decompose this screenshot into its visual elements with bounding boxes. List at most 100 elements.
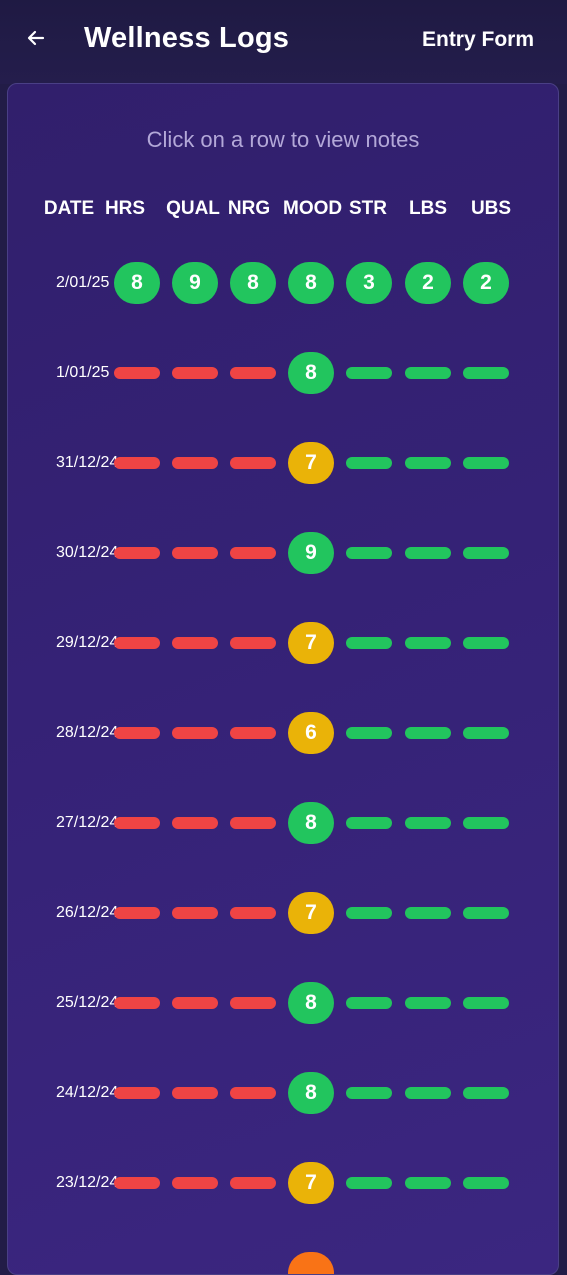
nrg-empty-indicator [230,367,276,379]
str-empty-indicator [346,637,392,649]
ubs-empty-indicator [463,457,509,469]
qual-empty-indicator [172,997,218,1009]
lbs-empty-indicator [405,1177,451,1189]
nrg-empty-indicator [230,727,276,739]
mood-score-badge: 8 [288,1072,334,1114]
ubs-empty-indicator [463,1087,509,1099]
row-date: 31/12/24 [56,454,119,471]
column-header-ubs: UBS [470,198,512,219]
hrs-empty-indicator [114,457,160,469]
mood-score-badge: 8 [288,982,334,1024]
nrg-empty-indicator [230,457,276,469]
mood-score-badge: 8 [288,262,334,304]
table-row[interactable]: 25/12/24 8 [8,968,558,1038]
lbs-empty-indicator [405,727,451,739]
column-header-date: DATE [43,198,95,219]
hrs-score-badge: 8 [114,262,160,304]
entry-form-button[interactable]: Entry Form [421,28,534,51]
qual-empty-indicator [172,367,218,379]
lbs-empty-indicator [405,457,451,469]
hrs-empty-indicator [114,1087,160,1099]
nrg-empty-indicator [230,1087,276,1099]
page-title: Wellness Logs [84,22,290,54]
mood-score-badge: 8 [288,802,334,844]
column-header-mood: MOOD [283,198,343,219]
str-empty-indicator [346,907,392,919]
mood-score-badge: 7 [288,892,334,934]
lbs-empty-indicator [405,1087,451,1099]
str-empty-indicator [346,547,392,559]
row-date: 29/12/24 [56,634,119,651]
nrg-empty-indicator [230,547,276,559]
table-row[interactable]: 27/12/24 8 [8,788,558,858]
row-date: 1/01/25 [56,364,110,381]
str-empty-indicator [346,1087,392,1099]
ubs-empty-indicator [463,817,509,829]
back-button[interactable] [22,26,50,54]
ubs-empty-indicator [463,727,509,739]
arrow-left-icon [26,28,46,53]
qual-empty-indicator [172,907,218,919]
mood-score-badge: 7 [288,622,334,664]
mood-score-badge: 8 [288,352,334,394]
ubs-empty-indicator [463,637,509,649]
row-date: 25/12/24 [56,994,119,1011]
qual-score-badge: 9 [172,262,218,304]
table-row[interactable]: 30/12/24 9 [8,518,558,588]
row-date: 28/12/24 [56,724,119,741]
table-row[interactable]: 26/12/24 7 [8,878,558,948]
row-date: 2/01/25 [56,274,110,291]
str-empty-indicator [346,1177,392,1189]
column-header-str: STR [349,198,387,219]
lbs-empty-indicator [405,907,451,919]
table-row[interactable] [8,1238,558,1274]
qual-empty-indicator [172,637,218,649]
table-row[interactable]: 24/12/24 8 [8,1058,558,1128]
table-row[interactable]: 29/12/24 7 [8,608,558,678]
table-row[interactable]: 23/12/24 7 [8,1148,558,1218]
str-empty-indicator [346,997,392,1009]
qual-empty-indicator [172,817,218,829]
mood-score-badge: 6 [288,712,334,754]
column-header-hrs: HRS [104,198,146,219]
str-score-badge: 3 [346,262,392,304]
table-row[interactable]: 31/12/24 7 [8,428,558,498]
mood-score-badge: 7 [288,1162,334,1204]
str-empty-indicator [346,817,392,829]
str-empty-indicator [346,727,392,739]
hrs-empty-indicator [114,637,160,649]
nrg-empty-indicator [230,637,276,649]
hrs-empty-indicator [114,907,160,919]
lbs-empty-indicator [405,367,451,379]
ubs-empty-indicator [463,1177,509,1189]
hrs-empty-indicator [114,1177,160,1189]
mood-score-badge: 9 [288,532,334,574]
qual-empty-indicator [172,1177,218,1189]
mood-score-badge [288,1252,334,1274]
nrg-empty-indicator [230,817,276,829]
hrs-empty-indicator [114,547,160,559]
lbs-empty-indicator [405,997,451,1009]
str-empty-indicator [346,457,392,469]
ubs-empty-indicator [463,907,509,919]
hrs-empty-indicator [114,727,160,739]
table-row[interactable]: 28/12/24 6 [8,698,558,768]
ubs-empty-indicator [463,997,509,1009]
lbs-empty-indicator [405,547,451,559]
row-date: 26/12/24 [56,904,119,921]
app-header: Wellness Logs Entry Form [0,0,567,84]
str-empty-indicator [346,367,392,379]
ubs-score-badge: 2 [463,262,509,304]
nrg-empty-indicator [230,997,276,1009]
nrg-score-badge: 8 [230,262,276,304]
row-date: 23/12/24 [56,1174,119,1191]
nrg-empty-indicator [230,1177,276,1189]
qual-empty-indicator [172,727,218,739]
hint-text: Click on a row to view notes [146,127,420,152]
table-row[interactable]: 1/01/25 8 [8,338,558,408]
qual-empty-indicator [172,1087,218,1099]
hrs-empty-indicator [114,367,160,379]
mood-score-badge: 7 [288,442,334,484]
lbs-empty-indicator [405,637,451,649]
table-row[interactable]: 2/01/25 8 9 8 8 3 2 2 [8,248,558,318]
